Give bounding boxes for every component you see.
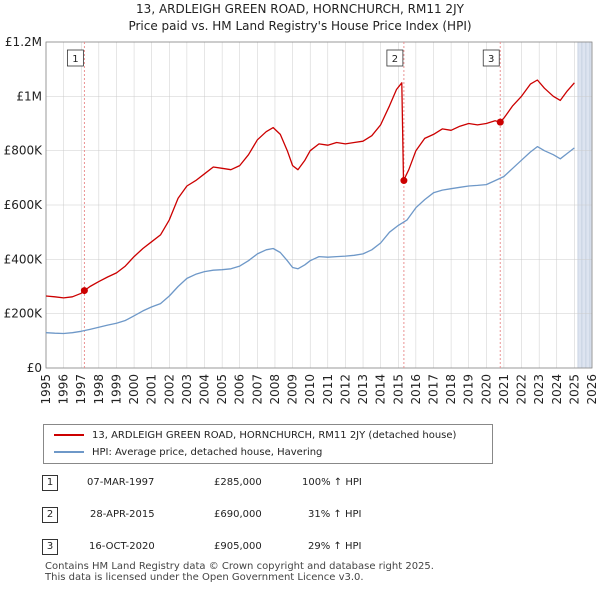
sale-hpi: 31% ↑ HPI bbox=[308, 509, 362, 520]
plot-frame bbox=[45, 41, 593, 369]
property-series-line bbox=[45, 79, 575, 299]
sale-point bbox=[496, 118, 504, 126]
x-tick-label: 2005 bbox=[215, 374, 229, 405]
sale-label-box bbox=[66, 49, 84, 67]
chart-title-line2: Price paid vs. HM Land Registry's House … bbox=[128, 19, 472, 33]
footer-line1: Contains HM Land Registry data © Crown c… bbox=[45, 561, 434, 572]
legend-item-hpi: HPI: Average price, detached house, Have… bbox=[54, 445, 322, 461]
x-tick-label: 2014 bbox=[374, 374, 388, 405]
sale-label-text: 1 bbox=[72, 54, 78, 65]
x-tick-label: 1999 bbox=[109, 374, 123, 405]
sale-row: 3 16-OCT-2020 £905,000 29% ↑ HPI bbox=[42, 538, 422, 556]
x-tick-label: 2017 bbox=[426, 374, 440, 405]
sale-price: £690,000 bbox=[214, 509, 262, 520]
x-tick-label: 2022 bbox=[515, 374, 529, 405]
y-tick-label: £1.2M bbox=[5, 35, 42, 49]
sale-row: 2 28-APR-2015 £690,000 31% ↑ HPI bbox=[42, 506, 422, 524]
sale-row: 1 07-MAR-1997 £285,000 100% ↑ HPI bbox=[42, 474, 422, 492]
y-tick-label: £800K bbox=[4, 144, 44, 158]
sale-label-text: 3 bbox=[488, 54, 494, 65]
sale-date: 07-MAR-1997 bbox=[87, 477, 155, 488]
x-tick-label: 2021 bbox=[497, 374, 511, 405]
x-tick-label: 2020 bbox=[479, 374, 493, 405]
x-tick-label: 2011 bbox=[321, 374, 335, 405]
y-tick-label: £600K bbox=[4, 198, 44, 212]
x-tick-label: 2002 bbox=[162, 374, 176, 405]
sale-label-box bbox=[482, 49, 500, 67]
x-tick-label: 1995 bbox=[39, 374, 53, 405]
legend: 13, ARDLEIGH GREEN ROAD, HORNCHURCH, RM1… bbox=[43, 424, 493, 464]
x-tick-label: 2026 bbox=[585, 374, 599, 405]
hpi-series-line bbox=[45, 145, 575, 335]
x-tick-label: 2023 bbox=[532, 374, 546, 405]
x-tick-label: 2018 bbox=[444, 374, 458, 405]
y-tick-label: £1M bbox=[16, 89, 42, 103]
x-tick-label: 2009 bbox=[286, 374, 300, 405]
y-tick-label: £400K bbox=[4, 252, 44, 266]
x-tick-label: 2024 bbox=[550, 374, 564, 405]
x-tick-label: 2001 bbox=[145, 374, 159, 405]
x-tick-label: 1996 bbox=[57, 374, 71, 405]
sale-number-badge: 3 bbox=[42, 539, 58, 555]
x-tick-label: 2019 bbox=[462, 374, 476, 405]
chart-title-line1: 13, ARDLEIGH GREEN ROAD, HORNCHURCH, RM1… bbox=[136, 2, 464, 16]
sale-price: £905,000 bbox=[214, 541, 262, 552]
x-tick-label: 2025 bbox=[567, 374, 581, 405]
sale-number-badge: 1 bbox=[42, 475, 58, 491]
sale-label-text: 2 bbox=[392, 54, 398, 65]
x-tick-label: 2003 bbox=[180, 374, 194, 405]
y-tick-label: £200K bbox=[4, 307, 44, 321]
footer-line2: This data is licensed under the Open Gov… bbox=[45, 572, 364, 583]
x-tick-label: 2000 bbox=[127, 374, 141, 405]
legend-label-property: 13, ARDLEIGH GREEN ROAD, HORNCHURCH, RM1… bbox=[92, 430, 457, 441]
sale-point bbox=[400, 177, 408, 185]
x-tick-label: 2013 bbox=[356, 374, 370, 405]
legend-swatch-hpi bbox=[54, 451, 84, 453]
legend-item-property: 13, ARDLEIGH GREEN ROAD, HORNCHURCH, RM1… bbox=[54, 428, 456, 444]
sale-point bbox=[80, 287, 88, 295]
sale-date: 16-OCT-2020 bbox=[89, 541, 155, 552]
x-tick-label: 1998 bbox=[92, 374, 106, 405]
x-tick-label: 2012 bbox=[338, 374, 352, 405]
x-tick-label: 2010 bbox=[303, 374, 317, 405]
footer: Contains HM Land Registry data © Crown c… bbox=[45, 561, 434, 583]
x-tick-label: 2004 bbox=[198, 374, 212, 405]
sale-date: 28-APR-2015 bbox=[90, 509, 155, 520]
x-tick-label: 2007 bbox=[250, 374, 264, 405]
x-tick-label: 2006 bbox=[233, 374, 247, 405]
sale-price: £285,000 bbox=[214, 477, 262, 488]
sale-number-badge: 2 bbox=[42, 507, 58, 523]
x-tick-label: 1997 bbox=[74, 374, 88, 405]
x-tick-label: 2016 bbox=[409, 374, 423, 405]
y-tick-label: £0 bbox=[27, 361, 42, 375]
sale-hpi: 29% ↑ HPI bbox=[308, 541, 362, 552]
x-tick-label: 2015 bbox=[391, 374, 405, 405]
sale-hpi: 100% ↑ HPI bbox=[302, 477, 362, 488]
sale-label-box bbox=[386, 49, 404, 67]
legend-swatch-property bbox=[54, 434, 84, 436]
legend-label-hpi: HPI: Average price, detached house, Have… bbox=[92, 447, 323, 458]
x-tick-label: 2008 bbox=[268, 374, 282, 405]
